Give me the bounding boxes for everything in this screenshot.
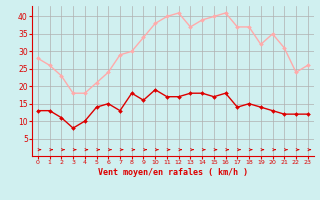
X-axis label: Vent moyen/en rafales ( km/h ): Vent moyen/en rafales ( km/h ) [98, 168, 248, 177]
